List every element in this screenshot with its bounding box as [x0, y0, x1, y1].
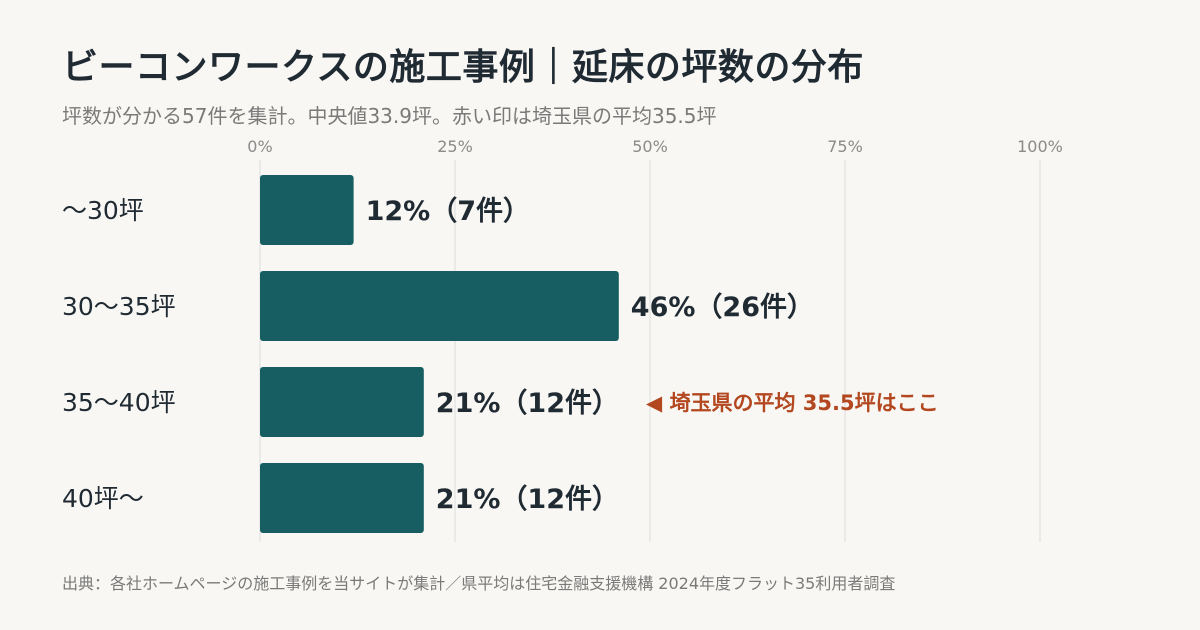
chart-title: ビーコンワークスの施工事例｜延床の坪数の分布 — [62, 47, 864, 88]
source-note: 出典：各社ホームページの施工事例を当サイトが集計／県平均は住宅金融支援機構 20… — [62, 574, 896, 593]
x-tick-label: 50% — [632, 137, 668, 156]
x-tick-label: 25% — [437, 137, 473, 156]
x-tick-label: 75% — [827, 137, 863, 156]
category-label: 〜30坪 — [62, 196, 144, 225]
value-label: 21%（12件） — [436, 388, 619, 419]
chart-subtitle: 坪数が分かる57件を集計。中央値33.9坪。赤い印は埼玉県の平均35.5坪 — [62, 104, 717, 128]
category-label: 40坪〜 — [62, 484, 144, 513]
value-label: 21%（12件） — [436, 484, 619, 515]
value-label: 12%（7件） — [366, 196, 530, 227]
bar — [260, 175, 354, 245]
category-label: 35〜40坪 — [62, 388, 176, 417]
bar — [260, 367, 424, 437]
x-tick-label: 100% — [1017, 137, 1063, 156]
x-tick-label: 0% — [247, 137, 272, 156]
average-annotation: ◀ 埼玉県の平均 35.5坪はここ — [646, 391, 939, 415]
value-label: 46%（26件） — [631, 292, 814, 323]
bar — [260, 271, 619, 341]
bar — [260, 463, 424, 533]
category-label: 30〜35坪 — [62, 292, 176, 321]
